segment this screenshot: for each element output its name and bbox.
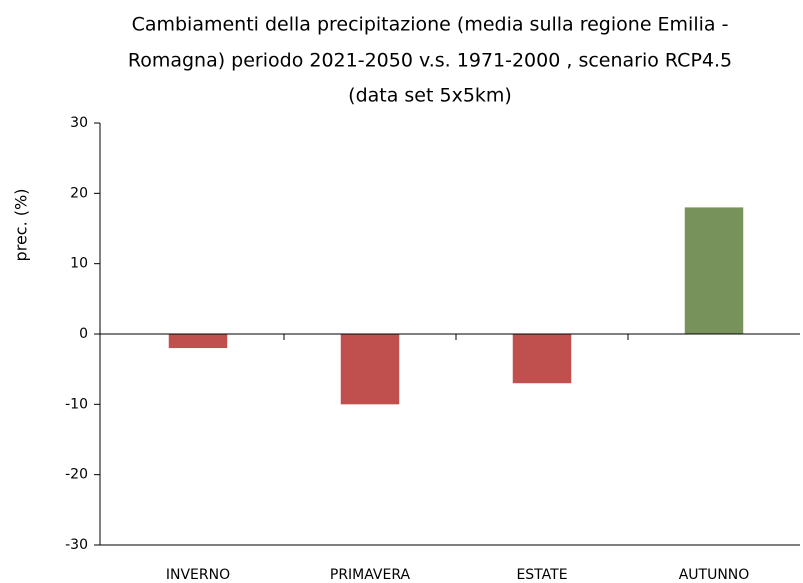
y-tick-label: 10 (70, 256, 88, 272)
y-axis-label: prec. (%) (12, 189, 31, 262)
y-tick-label: -20 (65, 467, 88, 483)
y-tick-label: 20 (70, 185, 88, 201)
x-tick-label: AUTUNNO (679, 567, 750, 583)
chart-title: (data set 5x5km) (348, 85, 512, 107)
y-tick-label: 30 (70, 115, 88, 131)
x-tick-label: INVERNO (166, 567, 230, 583)
bar (340, 334, 400, 405)
bar (684, 207, 744, 334)
bar (168, 334, 228, 349)
x-tick-label: PRIMAVERA (330, 567, 411, 583)
y-tick-label: 0 (79, 326, 88, 342)
x-tick-label: ESTATE (516, 567, 567, 583)
chart-title: Cambiamenti della precipitazione (media … (132, 14, 729, 36)
y-tick-label: -30 (65, 537, 88, 553)
bar (512, 334, 572, 384)
chart-title: Romagna) periodo 2021-2050 v.s. 1971-200… (128, 50, 732, 72)
y-tick-label: -10 (65, 396, 88, 412)
